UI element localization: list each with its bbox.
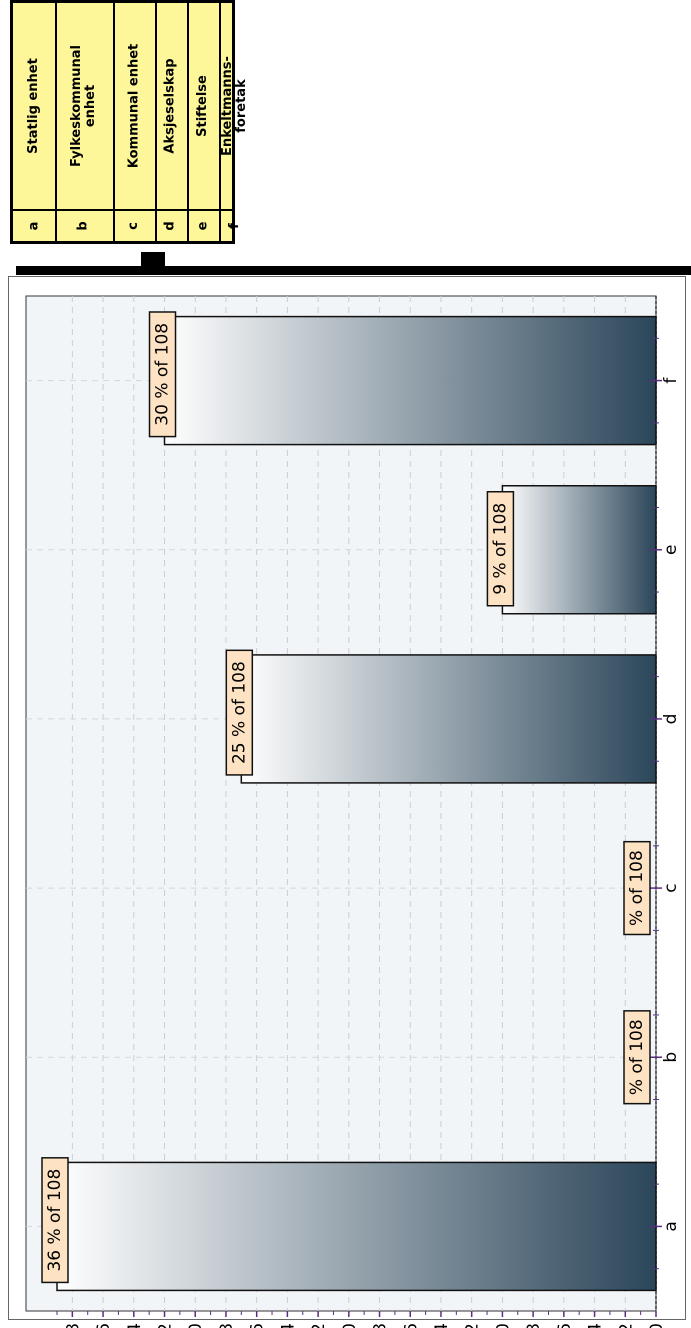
data-label-box <box>623 840 651 936</box>
category-label-c: c <box>661 883 681 892</box>
grid-lines <box>26 296 656 1311</box>
value-tick-label: 32 <box>156 1323 176 1328</box>
legend-separator <box>187 3 189 241</box>
value-tick-label: 38 <box>63 1323 83 1328</box>
category-axis: a b c d e f <box>650 337 681 1270</box>
data-label-c: % of 108 <box>623 840 651 936</box>
data-labels: 36 % of 108 % of 108 % of 108 25 % of 108 9 … <box>41 311 651 1284</box>
data-label-text: 30 % of 108 <box>153 323 173 426</box>
value-tick-label: 0 <box>647 1323 667 1328</box>
value-axis: 02468101214161820222426283032343638 <box>56 296 667 1328</box>
data-label-box <box>623 1010 651 1105</box>
category-label-d: d <box>661 714 681 725</box>
value-tick-label: 34 <box>125 1323 145 1328</box>
data-label-box <box>486 491 515 607</box>
data-label-box <box>225 649 254 776</box>
value-tick-label: 12 <box>463 1323 483 1328</box>
value-tick-label: 10 <box>493 1323 513 1328</box>
category-label-b: b <box>661 1052 681 1063</box>
top-rule <box>16 266 691 275</box>
bar-f <box>163 315 657 446</box>
value-tick-label: 24 <box>278 1323 298 1328</box>
bar-a <box>56 1161 657 1292</box>
legend-table: a Statlig enhet b Fylkeskommunal enhet c Komm… <box>10 0 249 244</box>
data-label-text: 9 % of 108 <box>490 503 510 595</box>
bar-d <box>240 654 657 784</box>
rule-tab <box>141 252 165 270</box>
bar-e <box>501 485 657 615</box>
legend-separator <box>155 3 157 241</box>
value-tick-label: 18 <box>371 1323 391 1328</box>
category-label-f: f <box>661 377 681 384</box>
value-tick-label: 14 <box>432 1323 452 1328</box>
legend-key-column <box>13 209 232 211</box>
category-label-a: a <box>661 1221 681 1231</box>
value-tick-label: 28 <box>217 1323 237 1328</box>
data-label-text: 25 % of 108 <box>229 661 249 764</box>
data-label-a: 36 % of 108 <box>41 1157 69 1284</box>
data-label-e: 9 % of 108 <box>486 491 515 607</box>
value-tick-label: 30 <box>186 1323 206 1328</box>
plot-area <box>25 295 657 1312</box>
legend-separator <box>219 3 221 241</box>
data-label-box <box>41 1157 69 1284</box>
data-label-text: % of 108 <box>627 1019 647 1095</box>
data-label-text: 36 % of 108 <box>45 1169 65 1272</box>
data-label-box <box>148 311 177 438</box>
value-tick-label: 26 <box>248 1323 268 1328</box>
data-label-text: % of 108 <box>627 850 647 926</box>
value-tick-label: 20 <box>340 1323 360 1328</box>
value-tick-label: 36 <box>94 1323 114 1328</box>
legend-separator <box>55 3 57 241</box>
value-tick-label: 6 <box>555 1323 575 1328</box>
data-label-b: % of 108 <box>623 1010 651 1105</box>
bars <box>56 315 657 1292</box>
legend-separator <box>113 3 115 241</box>
value-tick-label: 2 <box>616 1323 636 1328</box>
data-label-d: 25 % of 108 <box>225 649 254 776</box>
data-label-f: 30 % of 108 <box>148 311 177 438</box>
chart-frame <box>8 276 686 1320</box>
category-label-e: e <box>661 545 681 555</box>
value-tick-label: 8 <box>524 1323 544 1328</box>
value-tick-label: 4 <box>586 1323 606 1328</box>
value-tick-label: 16 <box>401 1323 421 1328</box>
value-tick-label: 22 <box>309 1323 329 1328</box>
